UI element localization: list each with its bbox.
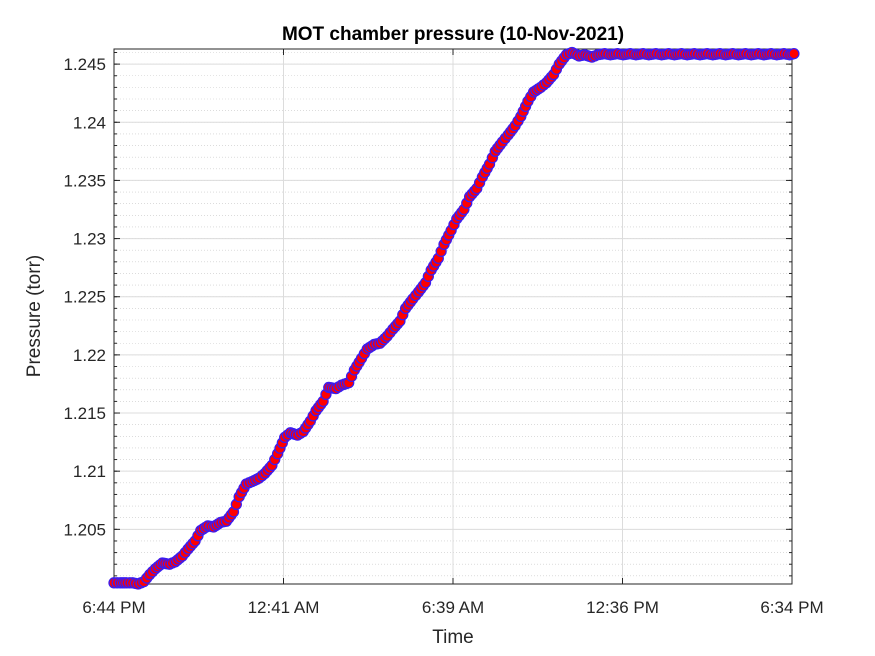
y-tick-label: 1.225: [63, 288, 106, 307]
y-tick-label: 1.215: [63, 404, 106, 423]
y-tick-label: 1.23: [73, 230, 106, 249]
tick-marks: [113, 49, 793, 584]
y-tick-labels: 1.205 1.21 1.215 1.22 1.225 1.23 1.235 1.24 1.24…: [63, 55, 106, 539]
x-tick-label: 6:44 PM: [82, 598, 145, 617]
x-tick-labels: 6:44 PM 12:41 AM 6:39 AM 12:36 PM 6:34 PM: [82, 598, 823, 617]
y-tick-label: 1.235: [63, 171, 106, 190]
y-tick-label: 1.205: [63, 520, 106, 539]
x-axis-label: Time: [432, 627, 474, 648]
y-tick-label: 1.24: [73, 113, 106, 132]
x-tick-label: 6:34 PM: [760, 598, 823, 617]
data-series: [108, 46, 800, 590]
y-tick-label: 1.22: [73, 346, 106, 365]
chart-title: MOT chamber pressure (10-Nov-2021): [282, 24, 624, 45]
x-tick-label: 6:39 AM: [422, 598, 484, 617]
y-tick-label: 1.21: [73, 462, 106, 481]
y-tick-label: 1.245: [63, 55, 106, 74]
x-tick-label: 12:41 AM: [248, 598, 320, 617]
data-point: [788, 48, 800, 60]
y-axis-label: Pressure (torr): [24, 255, 45, 377]
x-tick-label: 12:36 PM: [586, 598, 659, 617]
